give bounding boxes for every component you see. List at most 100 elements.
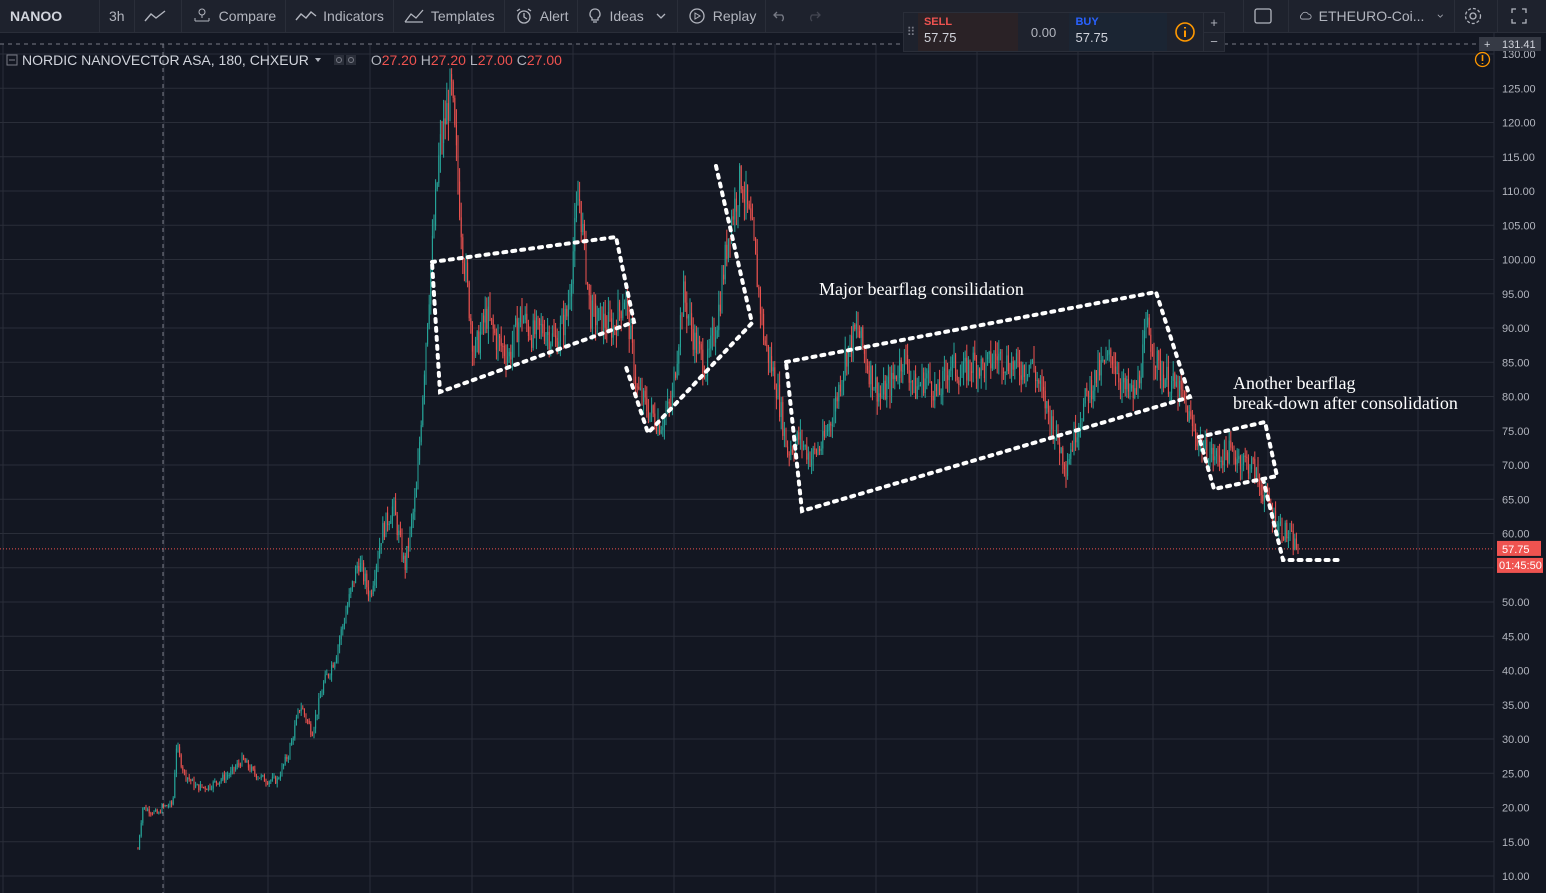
- collapse-icon[interactable]: [6, 54, 18, 66]
- drag-handle-icon[interactable]: ⠿: [906, 25, 916, 39]
- templates-button[interactable]: Templates: [394, 0, 505, 32]
- candle-body: [449, 74, 451, 121]
- candle-body: [342, 625, 344, 630]
- candle-body: [958, 380, 960, 385]
- y-tick-label: 90.00: [1502, 323, 1530, 335]
- candle-body: [590, 295, 592, 329]
- candle-body: [1107, 354, 1109, 356]
- candle-body: [1158, 350, 1160, 361]
- candle-body: [255, 774, 257, 779]
- candle-body: [1292, 530, 1294, 550]
- high-value: 27.20: [430, 52, 466, 68]
- candle-body: [588, 284, 590, 296]
- y-tick-label: 115.00: [1502, 152, 1535, 164]
- candle-body: [614, 326, 616, 329]
- candle-body: [655, 426, 657, 433]
- candle-body: [447, 103, 449, 121]
- candle-body: [239, 764, 241, 767]
- candle-body: [913, 373, 915, 382]
- sell-button[interactable]: SELL 57.75: [917, 13, 1018, 51]
- lightbulb-icon: [589, 8, 602, 23]
- settings-button[interactable]: [1455, 0, 1498, 32]
- candle-body: [1041, 380, 1043, 387]
- candle-body: [852, 324, 854, 353]
- undo-button[interactable]: [766, 0, 800, 32]
- alarm-clock-icon: [516, 8, 532, 24]
- candle-body: [268, 781, 270, 784]
- settings-small-icon[interactable]: [333, 54, 367, 66]
- indicators-button[interactable]: Indicators: [286, 0, 394, 32]
- candle-body: [374, 578, 376, 586]
- info-button[interactable]: [1167, 13, 1203, 51]
- candle-body: [1267, 488, 1269, 496]
- minus-button[interactable]: −: [1210, 34, 1218, 50]
- layout-button[interactable]: [1243, 0, 1289, 32]
- data-warning-indicator[interactable]: [1474, 51, 1491, 73]
- candle-body: [899, 360, 901, 378]
- candle-body: [1219, 455, 1221, 463]
- candle-body: [1145, 324, 1147, 331]
- candle-body: [787, 446, 789, 455]
- watchlist-selector[interactable]: ETHEURO-Coi...: [1289, 0, 1455, 32]
- redo-button[interactable]: [800, 0, 834, 32]
- candle-body: [1129, 388, 1131, 392]
- candle-body: [1195, 428, 1197, 439]
- candle-body: [143, 807, 145, 809]
- candle-body: [1033, 359, 1035, 371]
- candle-body: [1135, 388, 1137, 394]
- fullscreen-button[interactable]: [1498, 0, 1546, 32]
- candle-body: [412, 511, 414, 520]
- price-axis[interactable]: 10.00 15.00 20.00 25.00 30.00 35.00 40.00 45.00…: [1479, 32, 1543, 893]
- candle-body: [910, 381, 912, 383]
- candle-body: [518, 322, 520, 343]
- ideas-button[interactable]: Ideas: [578, 0, 678, 32]
- candle-body: [1278, 523, 1280, 531]
- candle-body: [516, 318, 518, 343]
- candle-body: [1124, 377, 1126, 390]
- candle-body: [339, 639, 341, 647]
- chart-style-button[interactable]: [135, 0, 182, 32]
- candle-body: [1209, 453, 1211, 465]
- y-tick-label: 20.00: [1502, 803, 1530, 815]
- candle-body: [577, 199, 579, 206]
- candle-body: [505, 355, 507, 364]
- candle-body: [169, 801, 171, 806]
- candle-body: [1115, 366, 1117, 374]
- candle-body: [335, 657, 337, 663]
- series-title[interactable]: NORDIC NANOVECTOR ASA, 180, CHXEUR: [22, 52, 309, 68]
- candle-body: [583, 223, 585, 235]
- candle-body: [1051, 416, 1053, 430]
- candle-body: [895, 375, 897, 380]
- candle-body: [780, 402, 782, 418]
- candle-body: [1151, 351, 1153, 357]
- candle-body: [492, 319, 494, 329]
- first-breakdown-path: [624, 164, 755, 437]
- compare-button[interactable]: Compare: [182, 0, 287, 32]
- candle-body: [878, 393, 880, 402]
- candle-body: [575, 205, 577, 219]
- candle-body: [1070, 449, 1072, 460]
- candle-body: [331, 664, 333, 676]
- candle-body: [1078, 426, 1080, 438]
- candle-body: [1001, 351, 1003, 373]
- alert-button[interactable]: Alert: [505, 0, 579, 32]
- candle-body: [580, 201, 582, 233]
- candle-body: [809, 453, 811, 466]
- candle-body: [923, 372, 925, 394]
- candle-body: [1222, 460, 1224, 466]
- candle-body: [273, 776, 275, 778]
- interval-button[interactable]: 3h: [100, 0, 135, 32]
- candle-body: [427, 324, 429, 345]
- replay-button[interactable]: Replay: [678, 0, 767, 32]
- buy-button[interactable]: BUY 57.75: [1069, 13, 1168, 51]
- symbol-search[interactable]: NANOO: [0, 0, 100, 32]
- series-legend: NORDIC NANOVECTOR ASA, 180, CHXEUR O 27.2…: [6, 52, 562, 68]
- candle-body: [979, 368, 981, 376]
- candle-body: [902, 370, 904, 372]
- candle-body: [147, 809, 149, 811]
- candle-body: [1172, 373, 1174, 381]
- candle-body: [884, 380, 886, 400]
- plus-button[interactable]: +: [1204, 13, 1224, 33]
- candle-body: [1163, 374, 1165, 388]
